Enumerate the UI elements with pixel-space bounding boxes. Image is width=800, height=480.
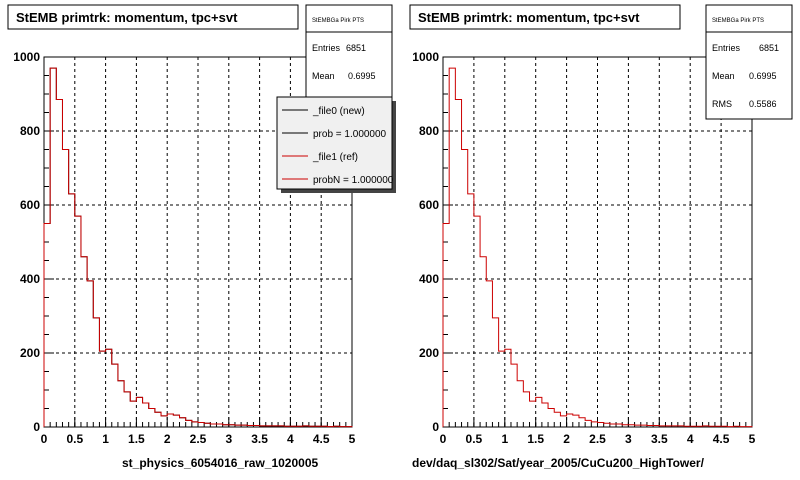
right-y-tick-label: 600 [419,198,439,212]
right-x-tick-label: 3 [625,432,632,446]
right-x-axis-title: dev/daq_sl302/Sat/year_2005/CuCu200_High… [412,456,705,470]
left-y-tick-label: 400 [20,272,40,286]
left-series [43,67,353,428]
right-x-tick-label: 3.5 [651,432,668,446]
right-stats-rms-value: 0.5586 [749,99,777,109]
right-y-ticks: 0 200 400 600 800 1000 [412,50,453,434]
left-stats-name: StEMBGa Pirk PTS [312,18,364,24]
left-panel: StEMB primtrk: momentum, tpc+svt 0 0.5 1 1.… [7,4,396,470]
left-stats-entries-label: Entries [312,43,341,53]
left-stats-entries-value: 6851 [346,43,366,53]
left-x-tick-label: 5 [349,432,356,446]
left-x-tick-label: 1.5 [128,432,145,446]
right-y-tick-label: 800 [419,124,439,138]
left-x-tick-label: 1 [102,432,109,446]
right-title-box [409,4,681,30]
left-title: StEMB primtrk: momentum, tpc+svt [16,10,238,25]
right-y-tick-label: 1000 [412,50,439,64]
left-stats-mean-label: Mean [312,71,335,81]
left-y-tick-label: 600 [20,198,40,212]
left-stats-box: StEMBGa Pirk PTS Entries 6851 Mean 0.699… [305,4,393,98]
right-panel: StEMB primtrk: momentum, tpc+svt 0 0.5 1 1.… [409,4,793,470]
right-y-tick-label: 200 [419,346,439,360]
right-stats-rms-label: RMS [712,99,732,109]
legend-entry-ref: _file1 (ref) [312,152,358,163]
right-stats-name: StEMBGa Pirk PTS [712,18,764,24]
legend-entry-probN: probN = 1.000000 [313,175,394,186]
left-series-second-line [43,67,353,428]
left-x-tick-label: 0.5 [66,432,83,446]
right-x-tick-label: 2.5 [589,432,606,446]
right-stats-mean-label: Mean [712,71,735,81]
right-x-tick-label: 1 [501,432,508,446]
left-y-ticks: 0 200 400 600 800 1000 [13,50,54,434]
legend-entry-new: _file0 (new) [312,106,365,117]
right-series-first-line [442,67,753,428]
right-x-tick-label: 5 [749,432,756,446]
left-x-tick-label: 0 [41,432,48,446]
left-y-tick-label: 1000 [13,50,40,64]
left-stats-mean-value: 0.6995 [348,71,376,81]
right-x-tick-label: 4.5 [713,432,730,446]
right-title: StEMB primtrk: momentum, tpc+svt [418,10,640,25]
right-stats-entries-value: 6851 [759,43,779,53]
left-x-tick-label: 3.5 [251,432,268,446]
left-x-tick-label: 2.5 [190,432,207,446]
left-title-box [7,4,299,30]
right-x-tick-label: 0 [440,432,447,446]
right-x-tick-label: 1.5 [527,432,544,446]
left-y-tick-label: 200 [20,346,40,360]
left-x-tick-label: 4.5 [313,432,330,446]
right-x-tick-label: 2 [563,432,570,446]
left-y-tick-label: 800 [20,124,40,138]
left-y-tick-label: 0 [33,420,40,434]
right-y-tick-label: 0 [432,420,439,434]
right-stats-box: StEMBGa Pirk PTS Entries 6851 Mean 0.699… [705,4,793,120]
right-series [442,67,753,428]
right-x-tick-label: 4 [687,432,694,446]
left-x-tick-label: 2 [164,432,171,446]
right-stats-entries-label: Entries [712,43,741,53]
right-stats-mean-value: 0.6995 [749,71,777,81]
left-x-axis-title: st_physics_6054016_raw_1020005 [122,456,318,470]
legend-entry-prob: prob = 1.000000 [313,129,387,140]
right-x-tick-label: 0.5 [466,432,483,446]
right-y-tick-label: 400 [419,272,439,286]
legend: _file0 (new) prob = 1.000000 _file1 (ref… [276,96,396,193]
left-x-tick-label: 3 [225,432,232,446]
right-x-ticks: 0 0.5 1 1.5 2 2.5 3 3.5 4 4.5 5 [440,417,756,446]
left-x-tick-label: 4 [287,432,294,446]
